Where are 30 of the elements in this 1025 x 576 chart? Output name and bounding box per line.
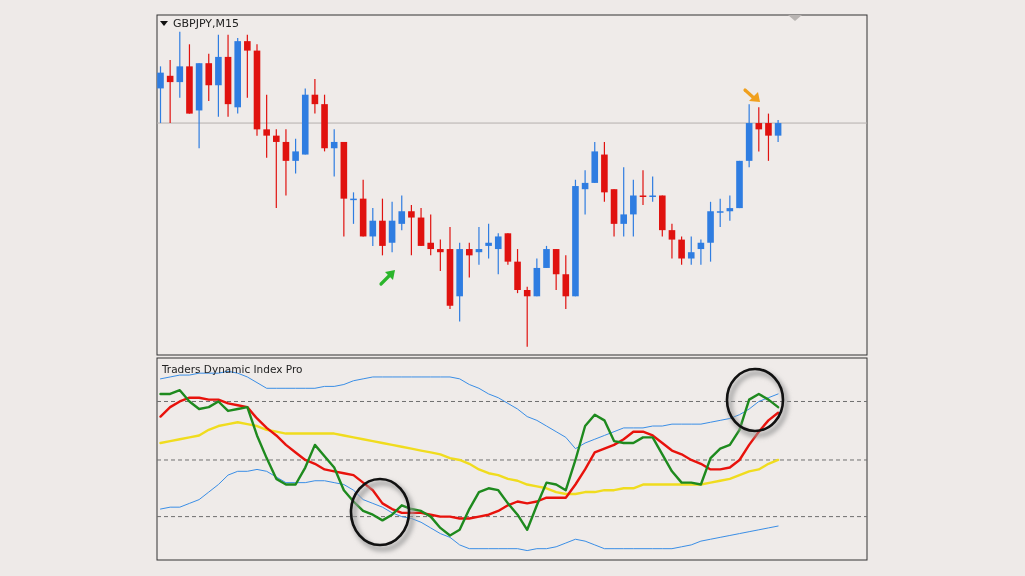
candlestick bbox=[678, 235, 685, 266]
candlestick bbox=[437, 239, 444, 272]
candlestick bbox=[398, 194, 406, 231]
candlestick bbox=[176, 31, 184, 99]
candlestick bbox=[292, 138, 299, 175]
candlestick bbox=[408, 204, 415, 256]
candlestick bbox=[630, 179, 637, 238]
candlestick bbox=[716, 198, 724, 228]
candlestick bbox=[774, 119, 782, 143]
candlestick bbox=[388, 201, 396, 253]
candlestick bbox=[687, 235, 695, 266]
candlestick bbox=[466, 242, 473, 278]
candlestick bbox=[330, 128, 338, 178]
candlestick bbox=[523, 286, 531, 348]
candlestick bbox=[427, 213, 434, 256]
candlestick bbox=[263, 94, 270, 159]
chart-title: Traders Dynamic Index Pro bbox=[161, 363, 303, 375]
candlestick bbox=[668, 223, 676, 260]
candlestick bbox=[244, 34, 251, 99]
candlestick bbox=[620, 166, 627, 238]
candlestick bbox=[282, 128, 290, 197]
candlestick bbox=[543, 245, 550, 269]
candlestick bbox=[765, 113, 772, 162]
candlestick bbox=[562, 254, 570, 310]
chart-title: GBPJPY,M15 bbox=[173, 17, 240, 30]
candlestick bbox=[205, 53, 213, 102]
candlestick bbox=[494, 232, 502, 275]
candlestick bbox=[157, 65, 164, 124]
candlestick bbox=[485, 223, 492, 260]
candlestick bbox=[273, 128, 280, 209]
